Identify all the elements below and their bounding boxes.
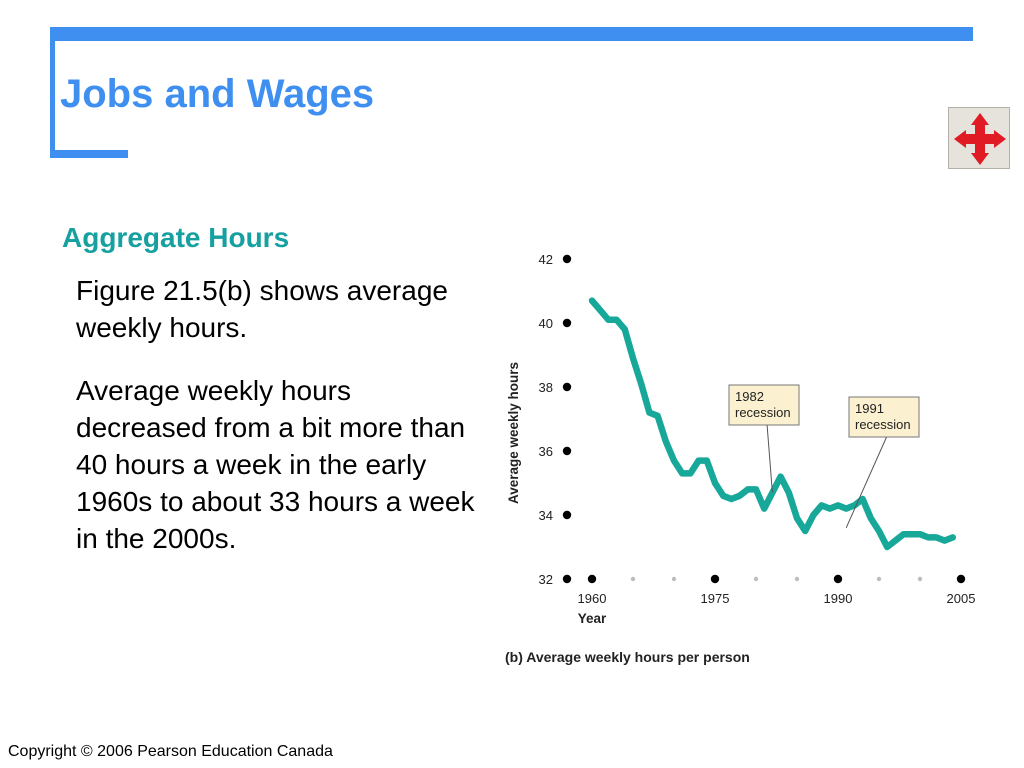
x-tick-label: 1975 [701,591,730,606]
x-tick-dot [833,574,843,584]
y-tick-label: 38 [539,380,553,395]
annotation-box [848,396,920,438]
y-tick-dot [562,382,572,392]
body-paragraph-1: Figure 21.5(b) shows average weekly hour… [76,275,448,343]
y-tick-label: 32 [539,572,553,587]
annotation-label-text: recession [855,417,911,432]
y-axis-title: Average weekly hours [506,362,521,504]
four-way-arrows-icon [954,113,1006,165]
y-tick-label: 40 [539,316,553,331]
chart-caption: (b) Average weekly hours per person [505,649,750,665]
x-tick-label: 2005 [947,591,976,606]
copyright-footer: Copyright © 2006 Pearson Education Canad… [8,743,333,760]
y-tick-dot [562,254,572,264]
x-tick-dot [710,574,720,584]
annotation-label-year: 1991 [855,401,884,416]
y-tick-label: 34 [539,508,553,523]
header-accent-side [50,27,55,157]
annotation-label-year: 1982 [735,389,764,404]
x-tick-dot [956,574,966,584]
slide-title: Jobs and Wages [60,72,375,116]
x-minor-dot [671,576,677,582]
y-tick-dot [562,574,572,584]
x-minor-dot [753,576,759,582]
navigation-button[interactable] [948,107,1010,169]
y-tick-dot [562,510,572,520]
x-tick-label: 1960 [578,591,607,606]
x-tick-dot [587,574,597,584]
y-tick-dot [562,318,572,328]
x-minor-dot [876,576,882,582]
header-accent-underline [50,150,128,158]
x-axis-title: Year [578,611,607,626]
header-accent-bar [50,27,973,41]
y-tick-label: 42 [539,252,553,267]
annotation-leader [766,423,773,493]
x-minor-dot [917,576,923,582]
annotation-leader [845,435,888,529]
body-paragraph-2: Average weekly hours decreased from a bi… [76,375,475,554]
y-tick-label: 36 [539,444,553,459]
annotation-box [728,384,800,426]
x-minor-dot [630,576,636,582]
section-subtitle: Aggregate Hours [62,222,290,253]
annotation-label-text: recession [735,405,791,420]
y-tick-dot [562,446,572,456]
x-minor-dot [794,576,800,582]
series-line [588,297,957,551]
x-tick-label: 1990 [824,591,853,606]
hours-line-chart: 32 34 36 38 40 42 1960 1975 1990 2005 Year Average … [505,252,976,665]
